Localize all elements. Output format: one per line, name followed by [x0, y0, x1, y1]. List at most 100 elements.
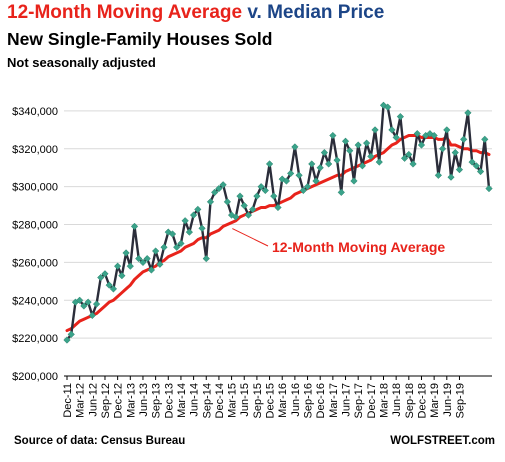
median-price-marker	[122, 249, 130, 257]
median-price-marker	[409, 160, 417, 168]
median-price-marker	[367, 152, 375, 161]
median-price-marker	[173, 243, 181, 251]
x-tick-label: Dec-18	[416, 383, 428, 418]
x-tick-label: Sep-14	[201, 383, 213, 418]
y-tick-label: $300,000	[12, 182, 58, 194]
median-price-marker	[211, 188, 219, 197]
median-price-marker	[151, 247, 160, 255]
median-price-marker	[84, 298, 92, 306]
median-price-marker	[400, 154, 409, 162]
x-tick-label: Sep-18	[404, 383, 416, 418]
y-tick-label: $200,000	[12, 371, 58, 383]
median-price-marker	[244, 211, 253, 219]
median-price-marker	[236, 192, 244, 200]
median-price-marker	[118, 271, 126, 280]
moving-average-annotation: 12-Month Moving Average	[272, 239, 445, 255]
x-tick-label: Jun-14	[189, 383, 201, 417]
median-price-marker	[257, 183, 265, 191]
title-median-price: Median Price	[267, 2, 385, 23]
median-price-marker	[388, 126, 396, 134]
median-price-marker	[438, 145, 447, 153]
median-price-marker	[451, 148, 459, 157]
x-tick-label: Sep-17	[353, 383, 365, 418]
x-tick-label: Mar-12	[75, 383, 87, 418]
y-tick-label: $220,000	[12, 333, 58, 345]
x-axis: Dec-11 Mar-12 Jun-12 Sep-12 Dec-12 Mar-13 Jun-…	[62, 376, 466, 418]
median-price-marker	[181, 217, 189, 225]
median-price-marker	[481, 135, 489, 143]
median-price-marker	[333, 156, 341, 164]
median-price-marker	[270, 192, 278, 200]
median-price-marker	[371, 126, 379, 134]
x-tick-label: Jun-13	[138, 383, 150, 417]
median-price-marker	[430, 131, 438, 140]
y-tick-label: $280,000	[12, 220, 58, 232]
median-price-marker	[362, 139, 371, 147]
median-price-marker	[198, 224, 206, 232]
title-moving-average: 12-Month Moving Average	[7, 2, 243, 23]
median-price-marker	[405, 150, 413, 159]
median-price-marker	[299, 186, 307, 195]
x-tick-label: Dec-14	[214, 383, 226, 418]
median-price-marker	[312, 177, 320, 185]
median-price-marker	[375, 158, 383, 166]
y-axis: $200,000 $220,000 $240,000 $260,000 $280,000…	[12, 106, 58, 383]
median-price-marker	[147, 266, 156, 274]
median-price-marker	[287, 169, 295, 178]
x-tick-label: Dec-12	[113, 383, 125, 418]
y-tick-label: $340,000	[12, 106, 58, 118]
median-price-marker	[253, 192, 261, 200]
x-tick-label: Sep-13	[151, 383, 163, 418]
median-price-marker	[88, 311, 96, 320]
x-tick-label: Sep-12	[100, 383, 112, 418]
median-price-series	[63, 101, 493, 344]
moving-average-line	[65, 134, 491, 333]
median-price-marker	[308, 160, 316, 168]
median-price-marker	[135, 254, 143, 263]
median-price-marker	[434, 171, 443, 179]
median-price-marker	[295, 171, 303, 179]
median-price-marker	[417, 141, 426, 149]
median-price-marker	[485, 184, 493, 193]
median-price-marker	[223, 198, 232, 206]
median-price-marker	[168, 230, 177, 238]
median-price-marker	[354, 141, 362, 149]
moving-average-series	[65, 134, 491, 333]
x-tick-label: Jun-18	[391, 383, 403, 417]
x-tick-label: Jun-15	[239, 383, 251, 417]
median-price-marker	[303, 183, 312, 191]
median-price-marker	[189, 211, 198, 219]
x-tick-label: Jun-19	[442, 383, 454, 417]
median-price-marker	[384, 103, 392, 111]
median-price-marker	[80, 302, 88, 310]
median-price-marker	[464, 109, 472, 117]
median-price-marker	[455, 165, 464, 174]
median-price-marker	[240, 201, 248, 210]
median-price-marker	[472, 162, 480, 170]
title-versus: v.	[242, 2, 268, 23]
median-price-marker	[97, 273, 105, 282]
median-price-marker	[113, 262, 122, 270]
x-tick-label: Mar-13	[125, 383, 137, 418]
median-price-marker	[126, 262, 134, 270]
x-tick-label: Sep-15	[252, 383, 264, 418]
median-price-marker	[320, 148, 329, 157]
median-price-marker	[447, 173, 455, 181]
median-price-marker	[341, 137, 350, 145]
median-price-marker	[67, 330, 75, 339]
median-price-marker	[92, 300, 101, 308]
median-price-marker	[215, 184, 223, 193]
x-tick-label: Sep-16	[303, 383, 315, 418]
x-tick-label: Mar-17	[328, 383, 340, 418]
median-price-marker	[105, 281, 113, 289]
median-price-marker	[265, 160, 274, 168]
median-price-marker	[227, 211, 236, 219]
x-tick-label: Mar-15	[227, 383, 239, 418]
x-tick-label: Mar-14	[176, 383, 188, 418]
median-price-marker	[329, 131, 337, 140]
chart-title: 12-Month Moving Average v. Median Price	[7, 2, 384, 24]
median-price-marker	[476, 167, 485, 176]
x-tick-label: Sep-19	[454, 383, 466, 418]
median-price-marker	[219, 181, 227, 189]
